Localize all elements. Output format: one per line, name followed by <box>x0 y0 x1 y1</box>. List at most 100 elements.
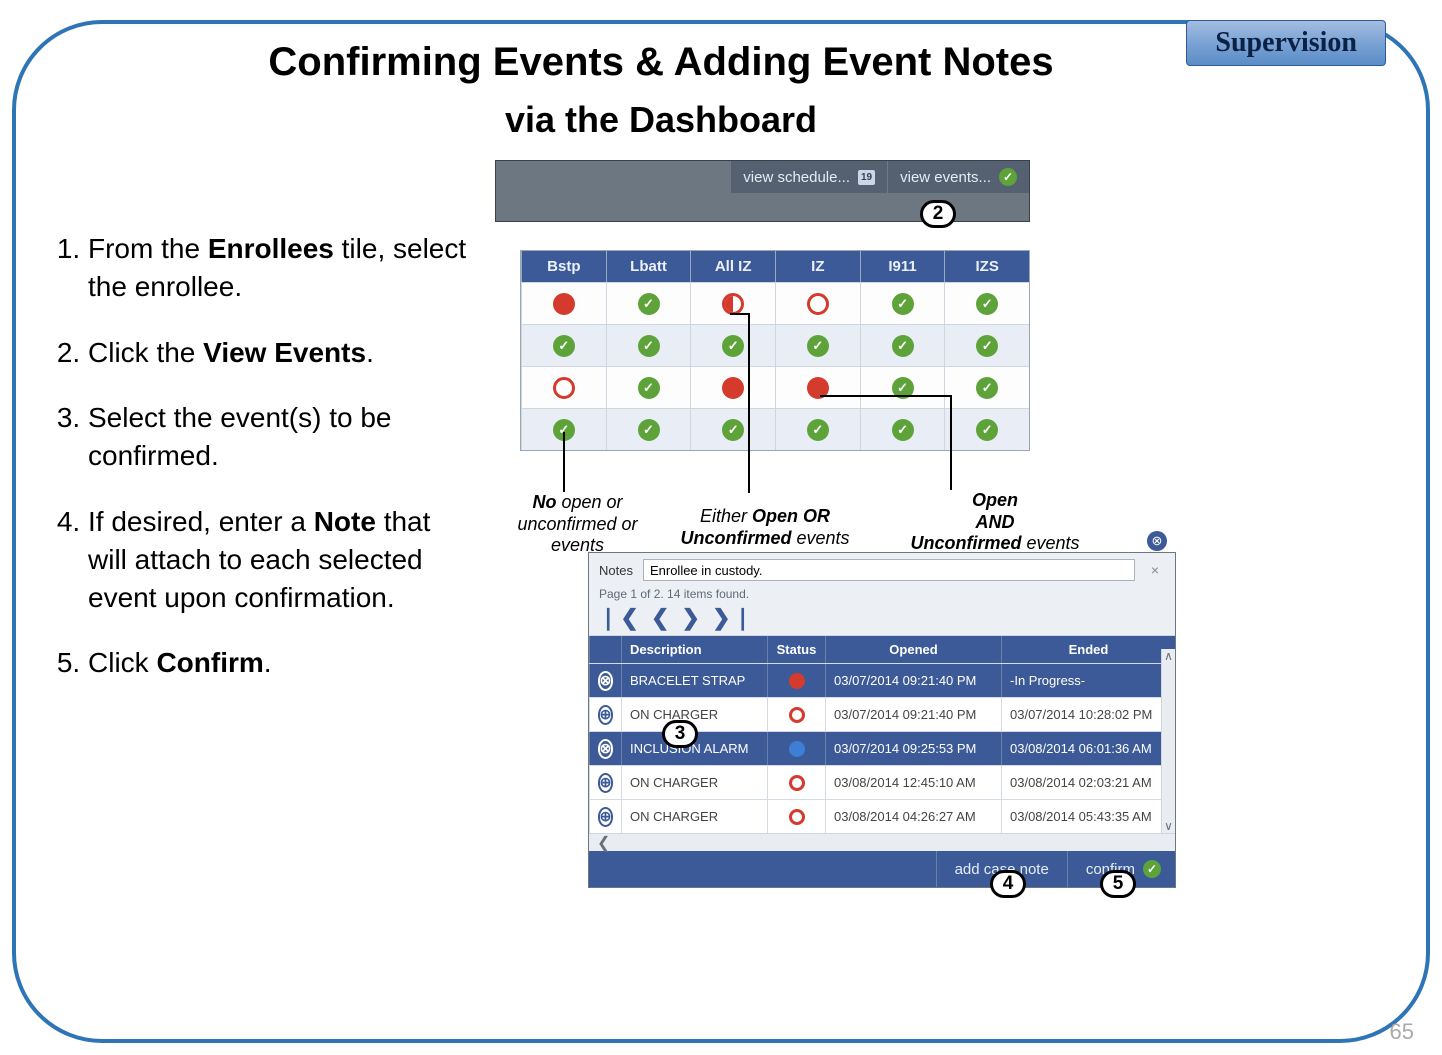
check-icon: ✓ <box>999 168 1017 186</box>
event-opened: 03/07/2014 09:21:40 PM <box>825 698 1001 731</box>
grid-cell[interactable]: ✓ <box>944 325 1029 366</box>
col-ended: Ended <box>1001 636 1175 663</box>
vertical-scrollbar[interactable]: ∧∨ <box>1161 649 1175 833</box>
status-dot: ✓ <box>892 293 914 315</box>
event-opened: 03/07/2014 09:25:53 PM <box>825 732 1001 765</box>
grid-row: ✓ ✓ ✓ <box>521 282 1029 324</box>
grid-cell[interactable] <box>690 283 775 324</box>
close-icon[interactable]: ⊗ <box>1147 531 1167 551</box>
grid-cell[interactable]: ✓ <box>944 367 1029 408</box>
col-status: Status <box>767 636 825 663</box>
status-dot <box>553 377 575 399</box>
status-dot <box>807 293 829 315</box>
grid-cell[interactable]: ✓ <box>944 409 1029 450</box>
status-dot: ✓ <box>722 419 744 441</box>
grid-header: Lbatt <box>606 251 691 282</box>
grid-header: All IZ <box>690 251 775 282</box>
select-icon[interactable]: ⊕ <box>598 705 614 725</box>
view-schedule-label: view schedule... <box>743 169 850 186</box>
status-dot: ✓ <box>976 419 998 441</box>
leader-line <box>730 313 748 315</box>
status-dot <box>789 707 805 723</box>
grid-cell[interactable] <box>690 367 775 408</box>
annotation-either: Either Open OR Unconfirmed events <box>660 506 870 549</box>
grid-cell[interactable]: ✓ <box>690 325 775 366</box>
step-1: From the Enrollees tile, select the enro… <box>88 230 470 306</box>
event-opened: 03/08/2014 12:45:10 AM <box>825 766 1001 799</box>
grid-cell[interactable]: ✓ <box>690 409 775 450</box>
grid-cell[interactable]: ✓ <box>606 409 691 450</box>
horizontal-scrollbar[interactable]: ❮ <box>589 833 1175 851</box>
event-row[interactable]: ⊕ON CHARGER03/08/2014 12:45:10 AM03/08/2… <box>589 765 1175 799</box>
grid-header-row: Bstp Lbatt All IZ IZ I911 IZS <box>521 251 1029 282</box>
event-opened: 03/08/2014 04:26:27 AM <box>825 800 1001 833</box>
event-row[interactable]: ⊕ ON CHARGER 03/08/2014 04:26:27 AM03/08/2… <box>589 799 1175 833</box>
callout-circle-3: 3 <box>662 720 698 748</box>
event-ended: 03/08/2014 06:01:36 AM <box>1001 732 1175 765</box>
deselect-icon[interactable]: ⊗ <box>598 739 614 759</box>
event-opened: 03/07/2014 09:21:40 PM <box>825 664 1001 697</box>
annotation-no-open: No open or unconfirmed or events <box>500 492 655 557</box>
event-ended: 03/07/2014 10:28:02 PM <box>1001 698 1175 731</box>
select-icon[interactable]: ⊕ <box>598 773 614 793</box>
event-row[interactable]: ⊗BRACELET STRAP03/07/2014 09:21:40 PM-In… <box>589 663 1175 697</box>
col-description: Description <box>621 636 767 663</box>
status-dot: ✓ <box>807 419 829 441</box>
grid-cell[interactable] <box>775 283 860 324</box>
event-description: ON CHARGER <box>621 800 767 833</box>
status-dot: ✓ <box>807 335 829 357</box>
status-dot <box>722 293 744 315</box>
grid-row: ✓✓✓✓✓✓ <box>521 408 1029 450</box>
grid-cell[interactable]: ✓ <box>606 325 691 366</box>
events-panel-header: Notes × Page 1 of 2. 14 items found. ❘❮ … <box>589 553 1175 636</box>
deselect-icon[interactable]: ⊗ <box>598 671 614 691</box>
grid-cell[interactable] <box>521 283 606 324</box>
pager-controls[interactable]: ❘❮ ❮ ❯ ❯❘ <box>599 605 1165 631</box>
grid-header: IZ <box>775 251 860 282</box>
clear-icon[interactable]: × <box>1145 562 1165 578</box>
grid-cell[interactable]: ✓ <box>860 367 945 408</box>
event-description: ON CHARGER <box>621 766 767 799</box>
calendar-icon: 19 <box>858 170 875 185</box>
status-dot <box>789 809 805 825</box>
grid-row: ✓✓✓ <box>521 366 1029 408</box>
grid-cell[interactable] <box>521 367 606 408</box>
grid-cell[interactable]: ✓ <box>521 325 606 366</box>
leader-line <box>748 313 750 493</box>
grid-cell[interactable] <box>775 367 860 408</box>
grid-cell[interactable]: ✓ <box>860 409 945 450</box>
grid-cell[interactable]: ✓ <box>775 325 860 366</box>
grid-cell[interactable]: ✓ <box>860 325 945 366</box>
status-dot <box>553 293 575 315</box>
event-description: BRACELET STRAP <box>621 664 767 697</box>
title-area: Confirming Events & Adding Event Notes v… <box>250 40 1072 141</box>
notes-input[interactable] <box>643 559 1135 581</box>
callout-circle-5: 5 <box>1100 870 1136 898</box>
step-4: If desired, enter a Note that will attac… <box>88 503 470 616</box>
event-ended: 03/08/2014 05:43:35 AM <box>1001 800 1175 833</box>
status-dot: ✓ <box>892 419 914 441</box>
status-grid: Bstp Lbatt All IZ IZ I911 IZS ✓✓✓✓✓✓✓✓✓✓… <box>520 250 1030 451</box>
status-dot: ✓ <box>976 293 998 315</box>
status-dot <box>789 741 805 757</box>
notes-label: Notes <box>599 563 633 578</box>
callout-circle-2: 2 <box>920 200 956 228</box>
grid-cell[interactable]: ✓ <box>944 283 1029 324</box>
col-opened: Opened <box>825 636 1001 663</box>
view-events-button[interactable]: view events... ✓ <box>887 161 1029 193</box>
check-icon: ✓ <box>1143 860 1161 878</box>
select-icon[interactable]: ⊕ <box>598 807 614 827</box>
grid-cell[interactable]: ✓ <box>606 367 691 408</box>
grid-row: ✓✓✓✓✓✓ <box>521 324 1029 366</box>
status-dot: ✓ <box>722 335 744 357</box>
grid-header: I911 <box>860 251 945 282</box>
leader-line <box>820 395 950 397</box>
grid-cell[interactable]: ✓ <box>860 283 945 324</box>
view-schedule-button[interactable]: view schedule... 19 <box>730 161 887 193</box>
grid-cell[interactable]: ✓ <box>775 409 860 450</box>
pager-summary: Page 1 of 2. 14 items found. <box>599 587 1165 601</box>
grid-cell[interactable]: ✓ <box>606 283 691 324</box>
status-dot <box>789 775 805 791</box>
page-number: 65 <box>1390 1019 1414 1045</box>
events-panel-footer: add case note confirm ✓ <box>589 851 1175 887</box>
